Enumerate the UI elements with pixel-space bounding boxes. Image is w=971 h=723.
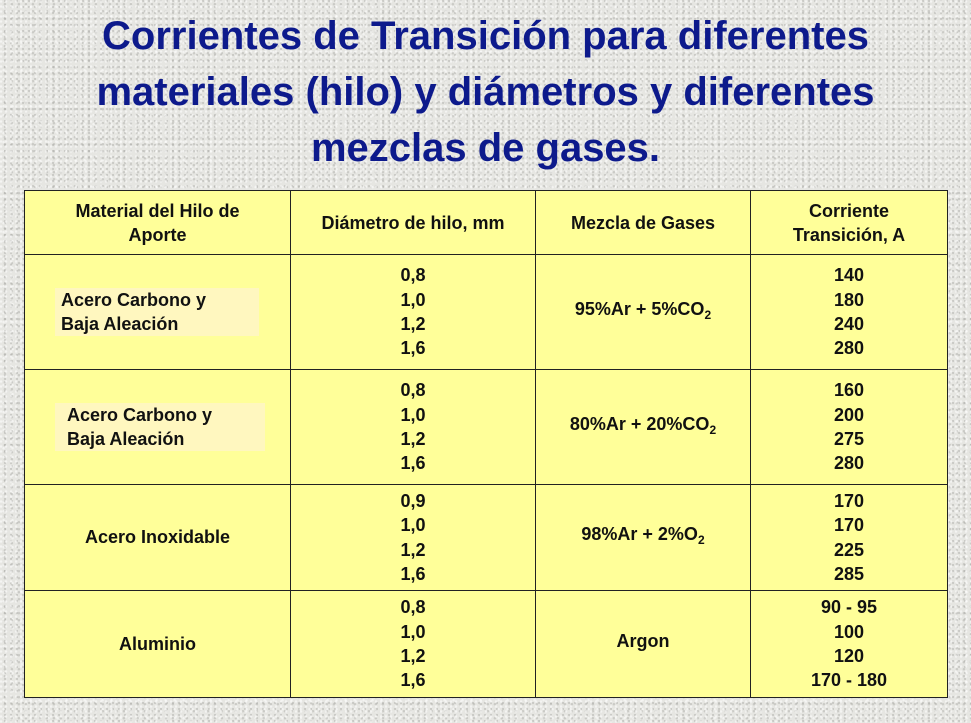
header-material: Material del Hilo de Aporte (24, 190, 291, 255)
header-transition-current: Corriente Transición, A (750, 190, 948, 255)
current-cell: 140 180 240 280 (750, 254, 948, 370)
material-cell: Acero Inoxidable (24, 484, 291, 591)
gas-mix-cell: 95%Ar + 5%CO2 (535, 254, 751, 370)
diameter-cell: 0,8 1,0 1,2 1,6 (290, 369, 536, 485)
material-highlight: Acero Carbono y Baja Aleación (55, 287, 259, 337)
gas-mix-cell: 80%Ar + 20%CO2 (535, 369, 751, 485)
current-cell: 160 200 275 280 (750, 369, 948, 485)
material-cell: Acero Carbono y Baja Aleación (24, 369, 291, 485)
material-highlight: Acero Carbono y Baja Aleación (55, 402, 265, 452)
current-cell: 90 - 95 100 120 170 - 180 (750, 590, 948, 698)
title-line-1: Corrientes de Transición para diferentes (102, 14, 869, 58)
title-line-2: materiales (hilo) y diámetros y diferent… (96, 70, 875, 114)
slide-title: Corrientes de Transición para diferentes… (0, 8, 971, 176)
table-row: Acero Carbono y Baja Aleación 0,8 1,0 1,… (24, 369, 948, 485)
diameter-cell: 0,9 1,0 1,2 1,6 (290, 484, 536, 591)
diameter-cell: 0,8 1,0 1,2 1,6 (290, 254, 536, 370)
material-cell: Acero Carbono y Baja Aleación (24, 254, 291, 370)
table-row: Acero Inoxidable 0,9 1,0 1,2 1,6 98%Ar +… (24, 484, 948, 591)
table-header-row: Material del Hilo de Aporte Diámetro de … (24, 190, 948, 255)
header-gas-mix: Mezcla de Gases (535, 190, 751, 255)
diameter-cell: 0,8 1,0 1,2 1,6 (290, 590, 536, 698)
material-cell: Aluminio (24, 590, 291, 698)
current-cell: 170 170 225 285 (750, 484, 948, 591)
header-diameter: Diámetro de hilo, mm (290, 190, 536, 255)
table-row: Acero Carbono y Baja Aleación 0,8 1,0 1,… (24, 254, 948, 370)
gas-mix-cell: Argon (535, 590, 751, 698)
table-row: Aluminio 0,8 1,0 1,2 1,6 Argon 90 - 95 1… (24, 590, 948, 698)
title-line-3: mezclas de gases. (310, 126, 661, 170)
transition-current-table: Material del Hilo de Aporte Diámetro de … (24, 190, 948, 698)
gas-mix-cell: 98%Ar + 2%O2 (535, 484, 751, 591)
